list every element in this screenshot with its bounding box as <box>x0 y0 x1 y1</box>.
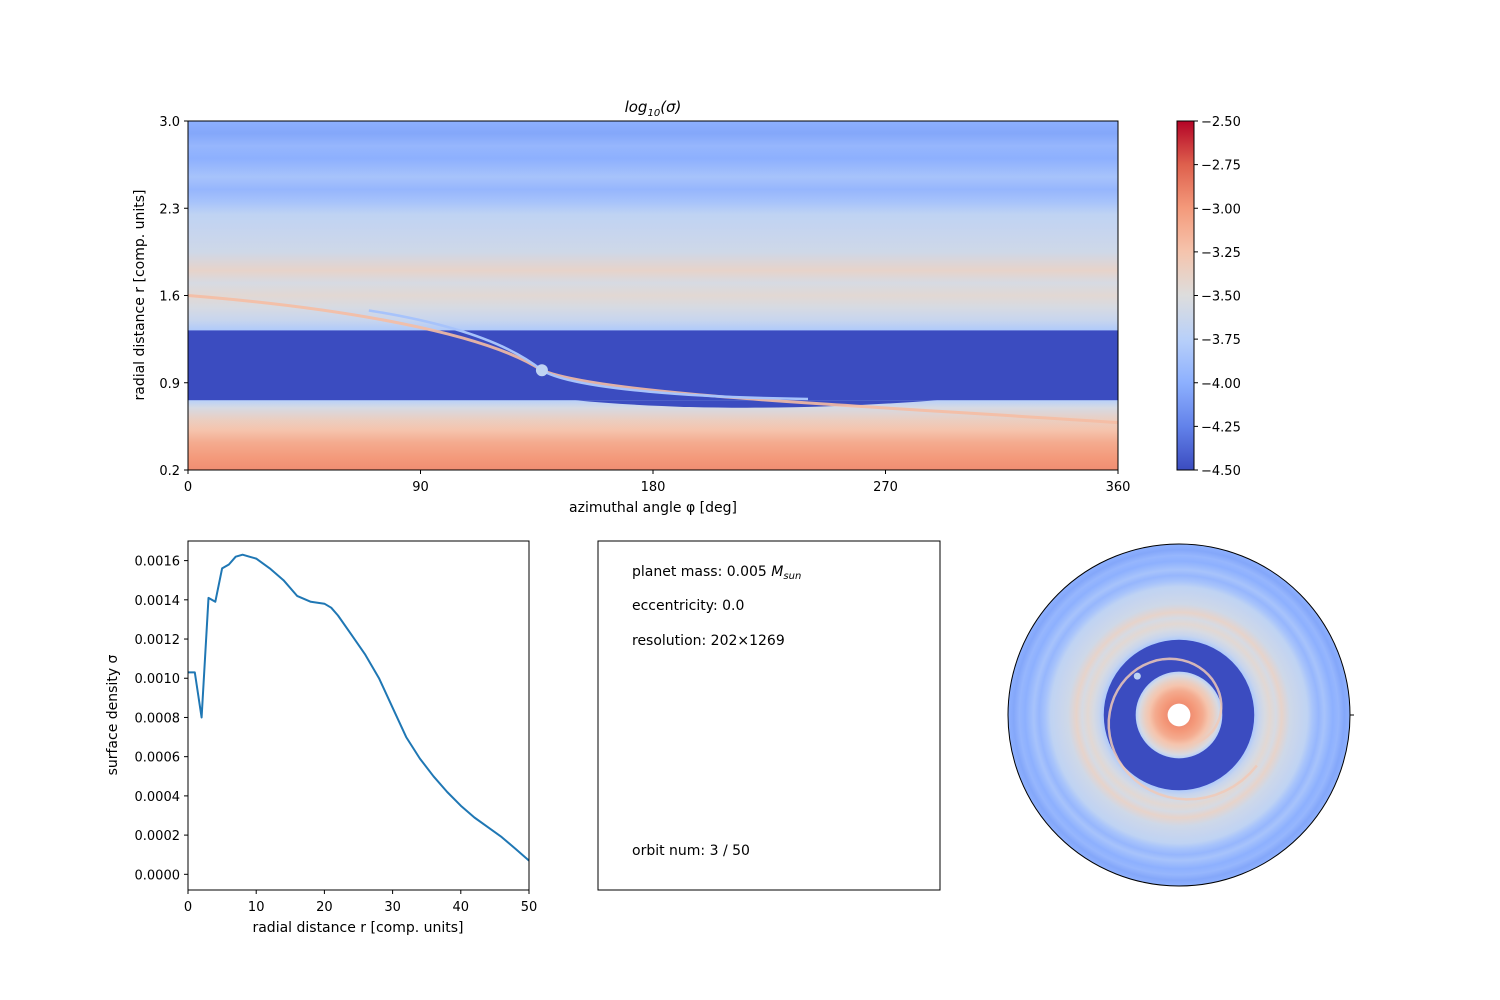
polar-features <box>1103 639 1258 801</box>
polar-plot-area <box>1008 544 1350 886</box>
colorbar-tick-label: −4.50 <box>1201 464 1241 479</box>
heatmap-y-label: radial distance r [comp. units] <box>132 189 148 400</box>
colorbar-tick-label: −4.00 <box>1201 377 1241 392</box>
line-x-axis: 0 10 20 30 40 50 <box>184 890 537 915</box>
polar-spiral-wake <box>1107 657 1258 801</box>
heatmap-x-label: azimuthal angle φ [deg] <box>569 500 737 516</box>
info-panel-frame <box>597 540 941 891</box>
x-tick-label: 50 <box>521 900 538 915</box>
y-tick-label: 0.2 <box>159 464 180 479</box>
colorbar-tick-label: −3.00 <box>1201 202 1241 217</box>
colorbar: −4.50 −4.25 −4.00 −3.75 −3.50 −3.25 −3.00 −2.75… <box>1176 115 1241 479</box>
y-tick-label: 1.6 <box>159 290 180 305</box>
colorbar-tick-label: −4.25 <box>1201 420 1241 435</box>
polar-inner-hole <box>1167 703 1191 727</box>
polar-planet-marker <box>1133 672 1141 680</box>
y-tick-label: 0.9 <box>159 377 180 392</box>
gap-region <box>188 330 1118 401</box>
x-tick-label: 10 <box>248 900 265 915</box>
line-x-label: radial distance r [comp. units] <box>252 920 463 936</box>
line-series-group <box>188 553 530 862</box>
x-tick-label: 180 <box>641 480 666 495</box>
info-panel: planet mass: 0.005 Msun eccentricity: 0.… <box>597 540 941 891</box>
x-tick-label: 360 <box>1106 480 1131 495</box>
planet-mass-text: planet mass: 0.005 Msun <box>632 564 801 582</box>
resolution-text: resolution: 202×1269 <box>632 633 785 649</box>
x-tick-label: 90 <box>412 480 429 495</box>
x-tick-label: 0 <box>184 900 192 915</box>
colorbar-axis: −4.50 −4.25 −4.00 −3.75 −3.50 −3.25 −3.00 −2.75… <box>1194 115 1241 479</box>
orbit-num-text: orbit num: 3 / 50 <box>632 843 750 859</box>
eccentricity-text: eccentricity: 0.0 <box>632 598 744 614</box>
y-tick-label: 0.0002 <box>135 829 181 844</box>
y-tick-label: 0.0006 <box>135 751 181 766</box>
colorbar-tick-label: −2.75 <box>1201 159 1241 174</box>
colorbar-tick-label: −3.75 <box>1201 333 1241 348</box>
line-chart-frame <box>187 540 530 891</box>
heatmap-x-axis: 0 90 180 270 360 <box>184 470 1131 495</box>
planet-marker <box>535 364 548 377</box>
x-tick-label: 20 <box>316 900 333 915</box>
y-tick-label: 0.0012 <box>135 633 181 648</box>
y-tick-label: 3.0 <box>159 115 180 130</box>
polar-gap-ring <box>1103 639 1255 791</box>
x-tick-label: 270 <box>873 480 898 495</box>
colorbar-gradient <box>1176 120 1195 471</box>
x-tick-label: 0 <box>184 480 192 495</box>
line-y-label: surface density σ <box>105 654 121 775</box>
heatmap-title: log10(σ) <box>625 98 682 119</box>
heatmap-features <box>188 294 1118 425</box>
x-tick-label: 30 <box>384 900 401 915</box>
colorbar-tick-label: −3.25 <box>1201 246 1241 261</box>
y-tick-label: 0.0004 <box>135 790 181 805</box>
heatmap-chart: log10(σ) 0 90 180 270 360 0.2 0.9 1.6 2.3 3.0 az… <box>132 98 1130 516</box>
x-tick-label: 40 <box>453 900 470 915</box>
heatmap-background <box>188 121 1118 470</box>
y-tick-label: 0.0016 <box>135 555 181 570</box>
line-y-axis: 0.0000 0.0002 0.0004 0.0006 0.0008 0.0010 0.00… <box>135 555 188 883</box>
colorbar-tick-label: −2.50 <box>1201 115 1241 130</box>
heatmap-plot-area <box>188 121 1118 470</box>
colorbar-tick-label: −3.50 <box>1201 290 1241 305</box>
polar-chart <box>1007 543 1354 887</box>
line-series-0 <box>188 553 530 862</box>
line-chart: 0 10 20 30 40 50 0.00000.00020.00040.00060.00… <box>105 540 537 936</box>
y-tick-label: 0.0014 <box>135 594 181 609</box>
y-tick-label: 0.0008 <box>135 711 181 726</box>
y-tick-label: 0.0000 <box>135 868 181 883</box>
spiral-wake <box>188 294 1118 425</box>
heatmap-y-axis: 0.2 0.9 1.6 2.3 3.0 <box>159 115 188 479</box>
y-tick-label: 0.0010 <box>135 672 181 687</box>
y-tick-label: 2.3 <box>159 202 180 217</box>
gap-bulge <box>575 400 938 408</box>
